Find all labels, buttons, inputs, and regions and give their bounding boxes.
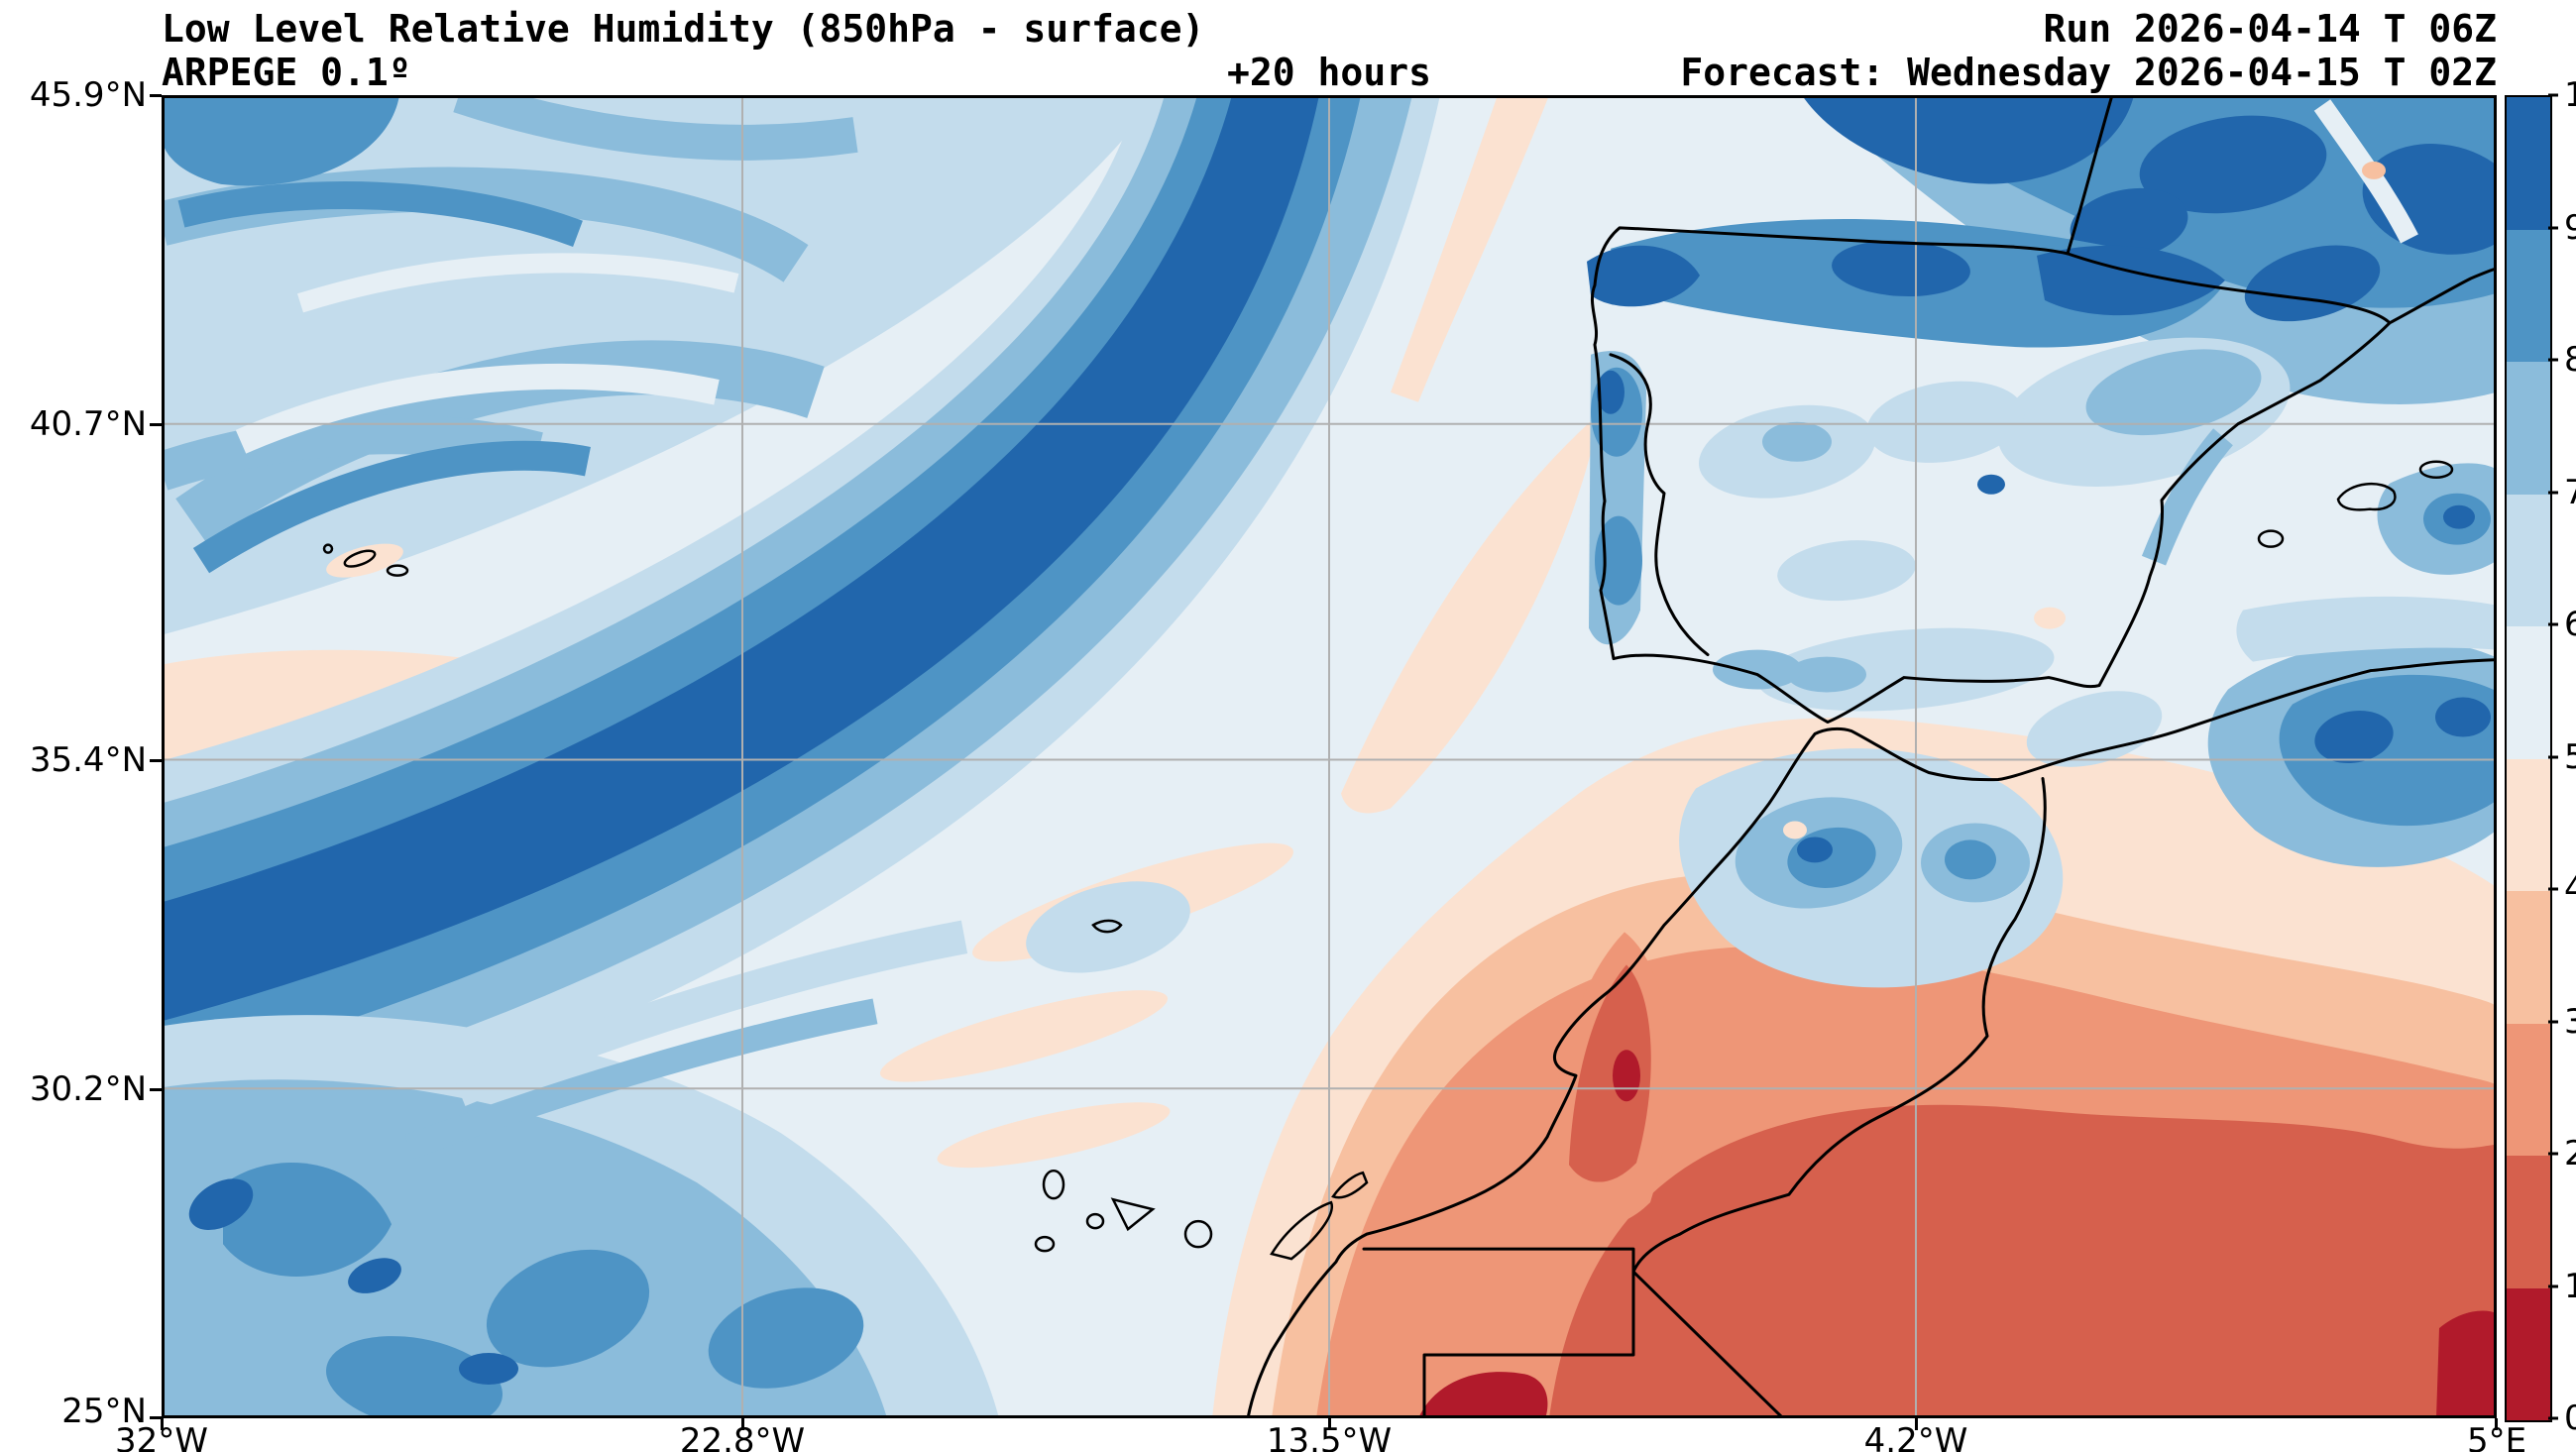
canary-island-la-palma: [1042, 1169, 1065, 1200]
forecast-map: [155, 77, 2520, 1429]
colorbar-tick-label: 60: [2564, 605, 2576, 644]
forecast-label: Forecast: Wednesday 2026-04-15 T 02Z: [1680, 51, 2497, 94]
y-tick-label: 40.7°N: [29, 404, 147, 444]
canary-island-la-gomera: [1085, 1212, 1105, 1230]
colorbar-segment: [2507, 758, 2550, 891]
colorbar-segment: [2507, 362, 2550, 495]
colorbar: [2505, 95, 2552, 1422]
colorbar-segments: [2507, 97, 2550, 1420]
colorbar-tick: [2548, 1152, 2558, 1156]
colorbar-tick: [2548, 755, 2558, 758]
azores-islands: [386, 564, 409, 577]
y-tick-label: 30.2°N: [29, 1069, 147, 1109]
colorbar-segment: [2507, 1023, 2550, 1156]
colorbar-segment: [2507, 626, 2550, 759]
islands: [322, 460, 2454, 1261]
balearic-mallorca: [2336, 482, 2397, 511]
azores-islands: [343, 549, 377, 568]
canary-island-el-hierro: [1034, 1235, 1056, 1253]
azores-islands: [322, 543, 334, 554]
colorbar-tick: [2548, 226, 2558, 229]
y-tick-label: 25°N: [61, 1392, 147, 1431]
colorbar-segment: [2507, 229, 2550, 362]
colorbar-tick: [2548, 491, 2558, 494]
colorbar-tick: [2548, 358, 2558, 362]
colorbar-segment: [2507, 1156, 2550, 1288]
humidity-contour-map: [155, 77, 2520, 1429]
colorbar-tick-label: 100: [2564, 75, 2576, 115]
colorbar-tick-label: 50: [2564, 736, 2576, 777]
grid-lines: [162, 95, 2497, 1418]
plot-border: [162, 95, 2497, 1418]
coastlines: [1246, 93, 2499, 1420]
colorbar-segment: [2507, 494, 2550, 626]
balearic-menorca: [2418, 460, 2454, 479]
colorbar-segment: [2507, 97, 2550, 230]
colorbar-tick: [2548, 1416, 2558, 1420]
colorbar-tick: [2548, 887, 2558, 891]
country-borders: [1362, 252, 2392, 1420]
y-tick-label: 35.4°N: [29, 740, 147, 780]
colorbar-tick: [2548, 622, 2558, 626]
madeira-island: [1091, 919, 1123, 934]
humidity-field: [155, 77, 2520, 1429]
colorbar-tick-label: 80: [2564, 340, 2576, 380]
colorbar-tick-label: 30: [2564, 1001, 2576, 1042]
colorbar-tick: [2548, 93, 2558, 97]
colorbar-tick-label: 20: [2564, 1134, 2576, 1173]
colorbar-segment: [2507, 891, 2550, 1024]
lead-time-label: +20 hours: [1227, 51, 1431, 94]
colorbar-tick: [2548, 1284, 2558, 1287]
model-label: ARPEGE 0.1º: [162, 51, 411, 94]
canary-island-gran-canaria: [1183, 1219, 1213, 1249]
y-tick-label: 45.9°N: [29, 75, 147, 115]
colorbar-tick-label: 40: [2564, 869, 2576, 909]
canary-island-fuerteventura: [1270, 1200, 1334, 1261]
canary-island-lanzarote: [1331, 1171, 1369, 1199]
colorbar-tick-label: 70: [2564, 472, 2576, 512]
colorbar-tick-label: 0: [2564, 1398, 2576, 1438]
colorbar-segment: [2507, 1287, 2550, 1420]
canary-island-tenerife: [1110, 1197, 1156, 1232]
page-title: Low Level Relative Humidity (850hPa - su…: [162, 7, 1205, 51]
balearic-ibiza: [2257, 529, 2285, 548]
colorbar-tick: [2548, 1020, 2558, 1023]
run-label: Run 2026-04-14 T 06Z: [2043, 7, 2497, 51]
colorbar-tick-label: 10: [2564, 1266, 2576, 1306]
colorbar-tick-label: 90: [2564, 207, 2576, 248]
